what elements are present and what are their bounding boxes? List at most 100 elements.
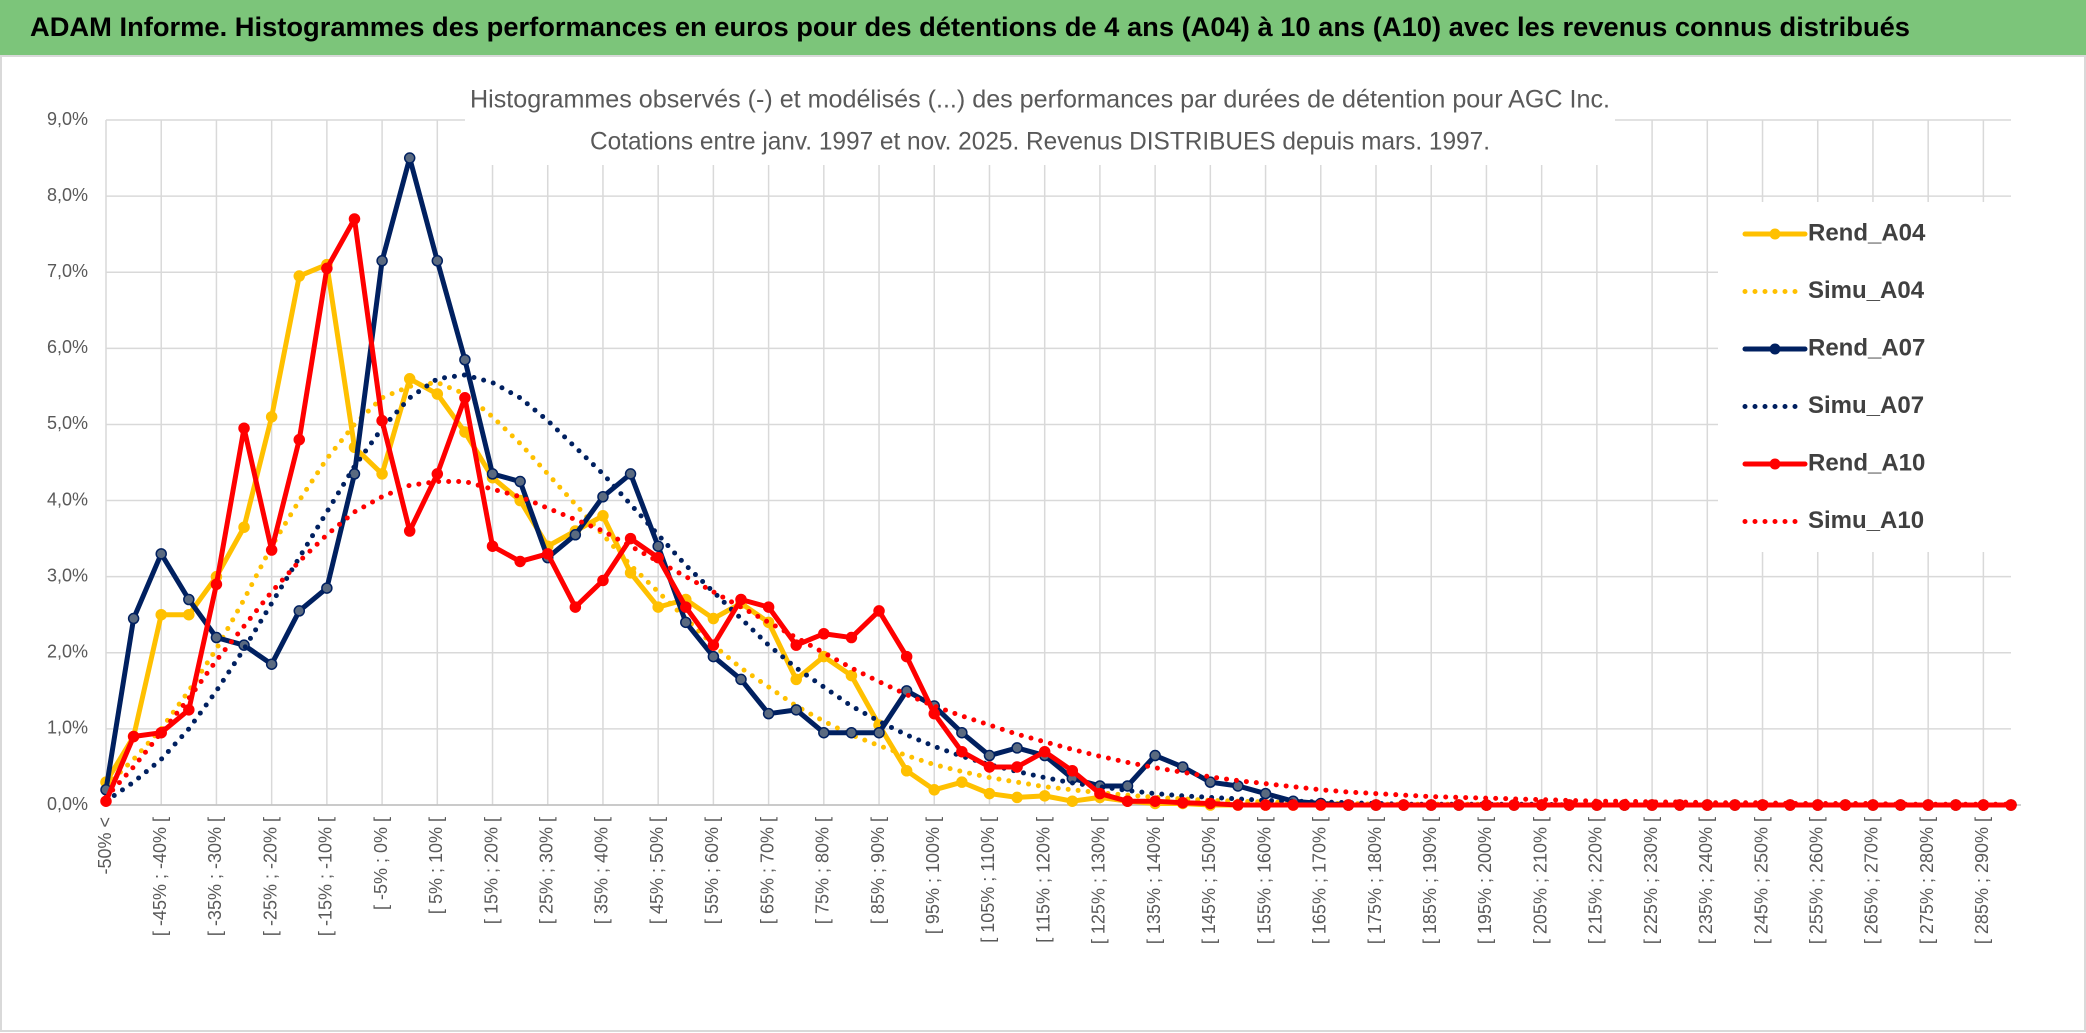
data-point — [403, 525, 416, 537]
data-point — [1535, 799, 1548, 811]
data-point — [956, 745, 968, 758]
series-line — [103, 216, 2014, 808]
x-tick-label: [ 265% ; 270% [ — [1862, 817, 1882, 944]
x-tick-label: [ 135% ; 140% [ — [1144, 817, 1164, 944]
x-tick-label: -50% < — [95, 817, 115, 875]
x-tick-label: [ 215% ; 220% [ — [1586, 817, 1606, 944]
data-point — [1038, 745, 1051, 758]
x-tick-label: [ 255% ; 260% [ — [1806, 817, 1826, 944]
x-tick-label: [ 95% ; 100% [ — [923, 817, 943, 934]
data-point — [210, 578, 223, 591]
data-point — [707, 650, 720, 663]
x-tick-label: [ 75% ; 80% [ — [813, 817, 833, 924]
data-point — [680, 601, 692, 613]
x-tick-label: [ 245% ; 250% [ — [1751, 817, 1771, 944]
data-point — [735, 673, 747, 686]
legend-box — [1718, 202, 2018, 552]
header-band — [0, 0, 2086, 56]
x-tick-label: [ 225% ; 230% [ — [1641, 817, 1661, 944]
data-point — [1287, 799, 1299, 811]
data-point — [983, 761, 996, 773]
data-point — [459, 392, 471, 404]
x-tick-label: [ 65% ; 70% [ — [757, 817, 777, 924]
data-point — [1011, 761, 1023, 773]
data-point — [983, 749, 996, 762]
x-tick-label: [ 185% ; 190% [ — [1420, 817, 1440, 944]
data-point — [348, 213, 361, 225]
data-point — [459, 354, 471, 366]
x-tick-label: [ 85% ; 90% [ — [868, 817, 888, 924]
data-point — [762, 601, 775, 613]
data-point — [1149, 795, 1161, 807]
x-tick-label: [ -15% ; -10% [ — [316, 817, 336, 936]
x-tick-label: [ 155% ; 160% [ — [1254, 817, 1274, 944]
data-point — [431, 388, 444, 400]
data-point — [900, 765, 913, 777]
data-point — [569, 601, 582, 613]
data-point — [597, 491, 609, 503]
data-point — [155, 608, 167, 621]
data-point — [845, 631, 858, 644]
data-point — [707, 639, 720, 651]
data-point — [1011, 791, 1023, 804]
data-point — [1232, 799, 1244, 811]
x-tick-label: [ -35% ; -30% [ — [205, 817, 225, 936]
data-point — [707, 612, 720, 625]
data-point — [1232, 780, 1244, 792]
x-tick-label: [ -25% ; -20% [ — [260, 817, 280, 936]
legend-marker — [1769, 228, 1781, 240]
y-tick-label: 1,0% — [47, 718, 88, 738]
y-tick-label: 8,0% — [47, 185, 88, 205]
x-tick-label: [ 275% ; 280% [ — [1917, 817, 1937, 944]
data-point — [1176, 796, 1189, 809]
data-point — [210, 631, 223, 644]
data-point — [1204, 776, 1217, 788]
data-point — [928, 707, 941, 720]
data-point — [928, 784, 941, 796]
data-point — [597, 574, 609, 587]
data-point — [348, 468, 361, 480]
data-point — [431, 468, 444, 480]
legend-label: Rend_A10 — [1808, 449, 1925, 476]
x-tick-label: [ 15% ; 20% [ — [481, 817, 501, 924]
legend-label: Rend_A07 — [1808, 334, 1925, 361]
data-point — [735, 593, 747, 606]
data-point — [127, 730, 140, 743]
series-line — [103, 479, 2014, 807]
chart-title: Histogrammes observés (-) et modélisés (… — [470, 86, 1610, 114]
x-tick-label: [ 285% ; 290% [ — [1972, 817, 1992, 944]
x-tick-label: [ 205% ; 210% [ — [1530, 817, 1550, 944]
data-point — [541, 548, 554, 560]
data-point — [1259, 799, 1272, 811]
data-point — [762, 707, 775, 720]
data-point — [238, 422, 250, 434]
data-point — [873, 726, 885, 739]
x-tick-label: [ -5% ; 0% [ — [371, 817, 391, 910]
data-point — [956, 726, 968, 739]
y-tick-label: 2,0% — [47, 642, 88, 662]
data-point — [265, 411, 278, 423]
data-point — [1425, 799, 1437, 811]
x-tick-label: [ 125% ; 130% [ — [1089, 817, 1109, 944]
x-tick-label: [ 145% ; 150% [ — [1199, 817, 1219, 944]
data-point — [431, 255, 444, 267]
data-point — [183, 608, 195, 621]
data-point — [680, 616, 692, 629]
legend-marker — [1769, 458, 1781, 470]
data-point — [873, 605, 885, 617]
data-point — [845, 669, 858, 682]
data-point — [900, 650, 913, 663]
data-point — [1121, 795, 1134, 807]
data-point — [293, 270, 306, 282]
y-tick-label: 6,0% — [47, 337, 88, 357]
data-point — [183, 593, 195, 606]
y-tick-label: 4,0% — [47, 489, 88, 509]
data-point — [321, 262, 333, 275]
data-point — [403, 373, 416, 385]
chart-title: Cotations entre janv. 1997 et nov. 2025.… — [590, 128, 1490, 156]
y-tick-label: 3,0% — [47, 565, 88, 585]
data-point — [790, 673, 802, 686]
data-point — [321, 582, 333, 594]
